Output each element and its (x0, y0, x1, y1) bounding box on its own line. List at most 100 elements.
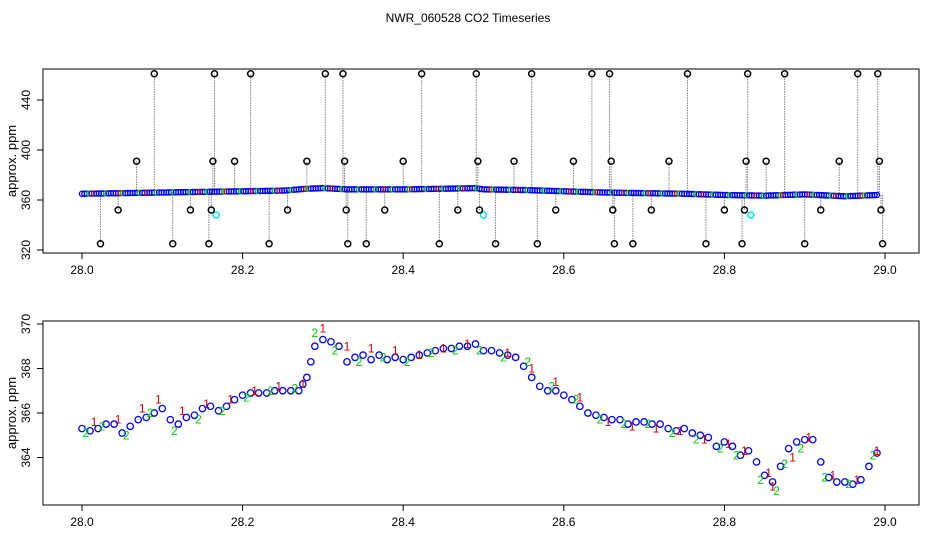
outlier-point (207, 206, 216, 214)
series-point-green-2: 2 (291, 382, 298, 396)
cyan-point (747, 211, 755, 219)
series-point-red-1: 1 (528, 362, 535, 376)
series-point-red-1: 1 (139, 402, 146, 416)
outlier-point (265, 240, 273, 248)
series-point-blue-o (359, 351, 367, 359)
outlier-point (743, 70, 752, 78)
series-point-blue-o (150, 409, 159, 417)
top-y-axis-label: approx. ppm (4, 125, 19, 197)
series-point-blue-o (720, 438, 729, 446)
series-point-blue-o (849, 480, 857, 489)
bottom-y-axis-label: approx. ppm (4, 377, 19, 449)
series-point-green-2: 2 (524, 355, 531, 369)
series-point-green-2: 2 (645, 417, 652, 431)
series-point-blue-o (278, 386, 287, 395)
bottom-x-tick-label: 28.4 (392, 515, 416, 529)
series-point-blue-o (254, 389, 263, 397)
series-point-blue-o (543, 386, 552, 395)
series-point-green-2: 2 (171, 424, 178, 438)
top-y-tick-label: 320 (19, 240, 33, 260)
series-point-blue-o (319, 335, 327, 344)
series-point-blue-o (126, 422, 135, 431)
series-point-blue-o (792, 438, 801, 446)
series-point-blue-o (640, 418, 648, 426)
top-cyan-markers (212, 211, 755, 219)
series-point-blue-o (230, 395, 239, 404)
series-point-green-2: 2 (312, 326, 319, 340)
outlier-point (399, 157, 407, 165)
bottom-y-tick-label: 368 (19, 358, 33, 378)
outlier-point (283, 206, 292, 214)
series-point-green-2: 2 (846, 477, 853, 491)
series-point-blue-o (632, 418, 640, 426)
series-point-blue-o (391, 353, 400, 362)
series-point-green-2: 2 (267, 384, 274, 398)
top-x-tick-label: 28.8 (713, 263, 737, 277)
outlier-point (454, 206, 462, 214)
series-point-blue-o (551, 386, 560, 395)
bottom-x-tick-label: 28.8 (713, 515, 737, 529)
series-point-red-1: 1 (701, 433, 708, 447)
series-point-blue-o (471, 340, 480, 348)
outlier-point (853, 70, 862, 78)
bottom-x-tick-label: 29.0 (873, 515, 897, 529)
series-point-blue-o (262, 389, 271, 397)
outlier-point (230, 157, 239, 165)
series-point-red-1: 1 (392, 344, 399, 358)
series-point-blue-o (736, 451, 745, 460)
series-point-blue-o (383, 355, 391, 364)
outlier-point (609, 206, 617, 214)
series-point-red-1: 1 (299, 377, 306, 391)
series-point-blue-o (407, 353, 416, 362)
series-point-green-2: 2 (380, 350, 387, 364)
series-point-blue-o (166, 415, 175, 424)
cyan-point (479, 211, 488, 219)
series-point-green-2: 2 (870, 448, 877, 462)
series-point-blue-o (302, 373, 311, 382)
series-point-blue-o (704, 433, 713, 442)
series-point-blue-o (286, 386, 295, 395)
series-point-red-1: 1 (344, 339, 351, 353)
series-point-blue-o (118, 429, 127, 437)
outlier-point (96, 240, 105, 248)
series-point-red-1: 1 (416, 348, 423, 362)
outlier-point (344, 240, 352, 248)
series-point-green-2: 2 (597, 413, 604, 427)
cyan-point (212, 211, 220, 219)
top-panel: 28.0 28.2 28.4 28.6 28.8 29.0 320 360 400 440 ap… (4, 68, 920, 277)
series-point-blue-o (672, 426, 681, 435)
series-point-blue-o (688, 429, 697, 437)
series-point-blue-o (327, 337, 335, 346)
series-point-green-2: 2 (356, 355, 363, 369)
series-point-red-1: 1 (653, 422, 660, 436)
outlier-point (607, 157, 615, 165)
series-point-blue-o (511, 353, 520, 362)
series-point-blue-o (808, 435, 817, 444)
outlier-point (303, 157, 311, 165)
series-point-blue-o (94, 424, 102, 433)
outlier-point (340, 157, 349, 165)
top-baseline-markers (78, 184, 881, 200)
series-point-green-2: 2 (332, 344, 339, 358)
series-point-red-1: 1 (368, 341, 375, 355)
series-point-red-1: 1 (805, 430, 812, 444)
series-point-blue-o (298, 380, 307, 388)
series-point-blue-o (873, 449, 881, 457)
top-x-tick-label: 28.2 (231, 263, 255, 277)
outlier-point (683, 70, 692, 78)
series-point-green-2: 2 (147, 406, 154, 420)
series-point-red-1: 1 (320, 321, 327, 335)
series-point-blue-o (584, 409, 592, 417)
outlier-point (510, 157, 518, 165)
series-point-blue-o (158, 404, 167, 413)
outlier-point (339, 70, 347, 78)
series-point-green-2: 2 (797, 442, 804, 456)
series-point-blue-o (865, 462, 873, 471)
outlier-point (527, 70, 536, 78)
top-y-tick-label: 440 (19, 90, 33, 110)
bottom-y-axis: 364 366 368 370 (19, 314, 43, 468)
outlier-point (491, 240, 500, 248)
series-point-red-1: 1 (854, 473, 861, 487)
top-y-tick-label: 400 (19, 140, 33, 160)
